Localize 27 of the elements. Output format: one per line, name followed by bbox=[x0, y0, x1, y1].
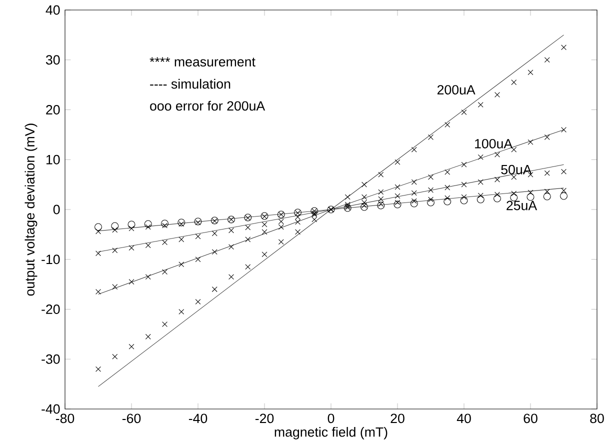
x-tick-label: 0 bbox=[328, 414, 334, 424]
x-tick-label: -80 bbox=[56, 414, 74, 424]
x-tick-label: 60 bbox=[524, 414, 538, 424]
x-tick-label: -60 bbox=[122, 414, 141, 424]
x-axis-title: magnetic field (mT) bbox=[274, 427, 388, 440]
annotation: 25uA bbox=[506, 200, 538, 210]
y-tick-label: -40 bbox=[42, 404, 60, 414]
x-tick-label: -20 bbox=[255, 414, 274, 424]
annotation: 200uA bbox=[437, 85, 476, 95]
y-axis-title: output voltage deviation (mV) bbox=[24, 124, 38, 296]
x-tick-label: -40 bbox=[188, 414, 208, 424]
y-tick-label: 10 bbox=[46, 154, 60, 164]
y-tick-label: 20 bbox=[46, 105, 60, 115]
annotation: 50uA bbox=[501, 164, 532, 174]
annotation: ---- simulation bbox=[150, 79, 230, 89]
annotation: ooo error for 200uA bbox=[150, 100, 266, 111]
y-tick-label: -30 bbox=[42, 354, 60, 364]
y-tick-label: -10 bbox=[42, 254, 60, 264]
y-tick-label: 30 bbox=[46, 55, 60, 65]
y-tick-label: 40 bbox=[46, 5, 60, 15]
x-tick-label: 80 bbox=[590, 414, 604, 424]
y-tick-label: 0 bbox=[53, 204, 60, 214]
annotation: 100uA bbox=[475, 139, 513, 148]
y-tick-label: -20 bbox=[42, 304, 60, 314]
x-tick-label: 40 bbox=[456, 414, 471, 424]
annotation: **** measurement bbox=[150, 57, 256, 67]
x-tick-label: 20 bbox=[390, 414, 404, 424]
